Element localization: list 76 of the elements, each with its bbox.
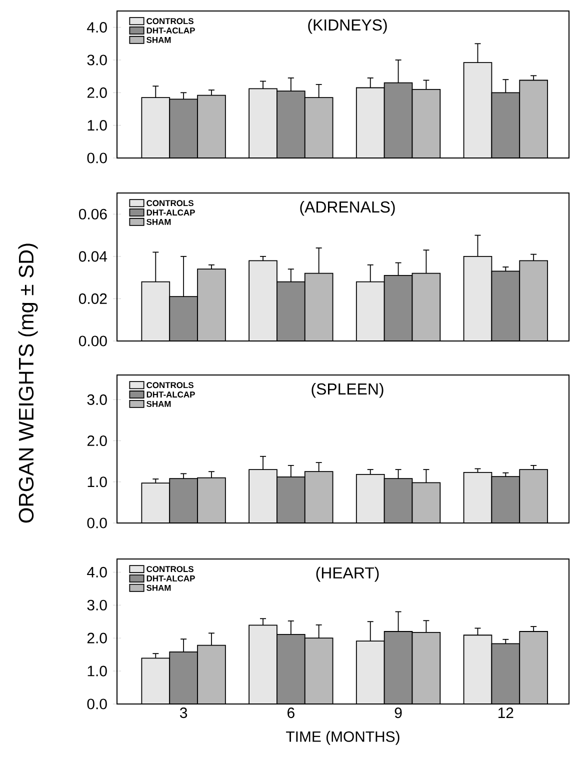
legend-label: CONTROLS <box>146 200 194 206</box>
legend-label: SHAM <box>146 584 171 591</box>
y-tick-label: 0.06 <box>78 208 107 220</box>
legend-label: SHAM <box>146 36 171 43</box>
bar <box>248 469 278 523</box>
bar <box>519 80 548 158</box>
bar <box>276 476 306 523</box>
bar <box>384 275 413 341</box>
bar <box>384 478 413 523</box>
bar <box>384 82 412 158</box>
y-tick-label: 0.0 <box>87 698 107 710</box>
bar <box>169 296 198 341</box>
y-tick-label: 3.0 <box>87 394 107 405</box>
bar <box>356 640 385 704</box>
bar <box>276 91 305 158</box>
bar <box>198 95 226 158</box>
bar <box>356 88 384 158</box>
y-tick-label: 2.0 <box>87 87 107 98</box>
bar <box>276 634 306 704</box>
x-tick-label: 12 <box>498 708 514 718</box>
chart-title: (KIDNEYS) <box>308 18 387 34</box>
bar <box>412 89 440 158</box>
y-tick-label: 0.0 <box>87 518 107 528</box>
y-axis-title: ORGAN WEIGHTS (mg ± SD) <box>18 244 38 523</box>
bar <box>276 281 306 341</box>
y-tick-label: 0.04 <box>78 251 108 262</box>
legend-label: SHAM <box>146 400 171 407</box>
y-tick-label: 4.0 <box>87 566 107 578</box>
bar <box>304 98 333 158</box>
bar <box>491 643 520 704</box>
bar <box>169 478 198 523</box>
bar <box>463 634 492 704</box>
y-tick-label: 4.0 <box>87 22 107 33</box>
legend-label: DHT-ALCAP <box>146 392 195 398</box>
bar <box>491 476 520 523</box>
y-tick-label: 0.0 <box>87 152 107 164</box>
bar <box>170 99 198 158</box>
bar <box>248 624 278 704</box>
bar <box>463 62 492 158</box>
y-tick-label: 1.0 <box>88 120 107 131</box>
y-tick-label: 1.0 <box>88 476 107 488</box>
x-axis-title: TIME (MONTHS) <box>286 730 400 745</box>
chart-title: (HEART) <box>316 566 379 582</box>
bar <box>356 474 385 523</box>
chart-title: (SPLEEN) <box>312 382 384 398</box>
y-tick-label: 3.0 <box>87 600 107 610</box>
y-tick-label: 0.00 <box>78 336 107 346</box>
legend-label: DHT-ALCAP <box>146 575 195 582</box>
bar <box>141 658 170 704</box>
legend-label: SHAM <box>146 218 171 225</box>
bar <box>249 88 277 158</box>
bar <box>491 270 520 341</box>
legend-label: DHT-ALCAP <box>146 210 195 216</box>
y-tick-label: 2.0 <box>87 632 107 644</box>
bar <box>384 631 413 704</box>
bar <box>142 98 170 158</box>
y-tick-label: 0.02 <box>78 293 107 304</box>
bar <box>463 256 492 341</box>
bar <box>248 260 278 341</box>
legend-label: DHT-ACLAP <box>146 28 195 34</box>
legend-label: CONTROLS <box>146 382 194 388</box>
bar <box>463 472 492 523</box>
y-tick-label: 2.0 <box>87 435 107 446</box>
x-tick-label: 6 <box>288 708 294 718</box>
legend-label: CONTROLS <box>146 566 194 572</box>
bar <box>356 281 385 341</box>
bar <box>141 281 170 341</box>
bar <box>491 92 520 158</box>
chart-title: (ADRENALS) <box>300 200 395 216</box>
bar <box>169 651 198 704</box>
legend-label: CONTROLS <box>146 18 194 24</box>
x-tick-label: 3 <box>180 708 188 718</box>
y-tick-label: 3.0 <box>87 54 107 66</box>
x-tick-label: 9 <box>394 708 402 718</box>
bar <box>141 482 170 523</box>
y-tick-label: 1.0 <box>88 666 107 676</box>
